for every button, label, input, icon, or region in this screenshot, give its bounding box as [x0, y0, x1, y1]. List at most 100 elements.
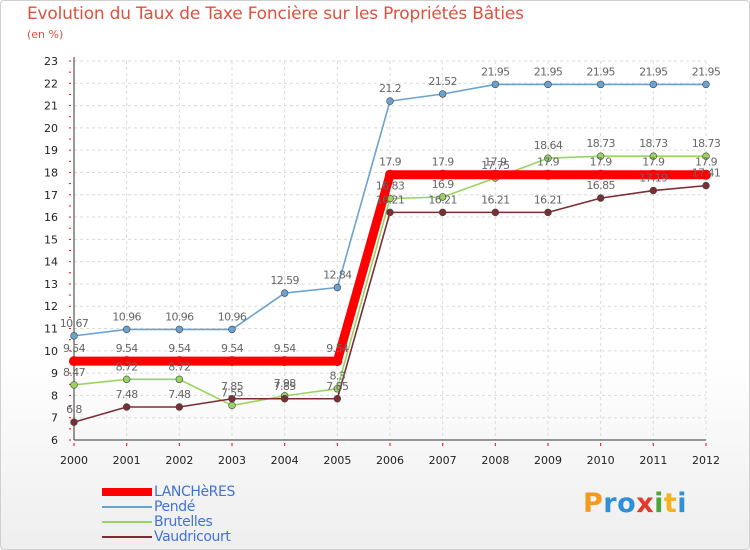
data-point-lanche-res: [648, 169, 659, 180]
x-tick-label: 2002: [165, 454, 193, 467]
data-label-pende-: 12.84: [323, 269, 352, 282]
data-point-brutelles: [228, 401, 236, 410]
x-tick-label: 2005: [323, 454, 351, 467]
legend-swatch: [102, 536, 152, 538]
data-point-lanche-res: [437, 169, 448, 180]
data-label-vaudricourt: 16.21: [534, 193, 563, 206]
legend-label: LANCHèRES: [154, 484, 235, 500]
data-point-lanche-res: [701, 169, 711, 180]
data-label-vaudricourt: 16.85: [586, 179, 615, 192]
x-tick-label: 2012: [692, 454, 720, 467]
data-label-lanche-res: 17.9: [537, 156, 560, 169]
data-label-vaudricourt: 7.48: [116, 388, 139, 401]
data-label-vaudricourt: 7.85: [326, 380, 349, 393]
data-point-pende-: [333, 283, 342, 292]
data-point-vaudricourt: [70, 418, 78, 426]
data-point-vaudricourt: [544, 208, 552, 217]
x-tick-label: 2004: [271, 454, 299, 467]
data-point-brutelles: [438, 193, 447, 201]
data-label-lanche-res: 17.9: [642, 156, 665, 169]
logo-letter: P: [583, 488, 604, 519]
data-label-lanche-res: 9.54: [274, 342, 297, 355]
data-label-pende-: 12.59: [270, 274, 299, 287]
data-label-brutelles: 16.9: [432, 178, 455, 191]
data-point-vaudricourt: [122, 403, 131, 411]
data-label-pende-: 21.2: [379, 82, 401, 95]
data-label-lanche-res: 17.9: [590, 156, 613, 169]
y-tick-label: 13: [44, 278, 58, 291]
data-label-vaudricourt: 16.21: [481, 193, 510, 206]
legend-swatch: [102, 506, 152, 508]
data-label-lanche-res: 9.54: [168, 342, 191, 355]
y-tick-label: 14: [44, 256, 58, 269]
data-label-pende-: 10.67: [60, 317, 89, 330]
legend-label: Pendé: [154, 499, 195, 515]
data-point-lanche-res: [332, 356, 343, 367]
chart-unit-label: (en %): [27, 28, 64, 41]
data-point-brutelles: [649, 152, 658, 160]
y-tick-label: 18: [44, 166, 58, 179]
data-label-brutelles: 8.72: [116, 360, 138, 373]
data-label-vaudricourt: 7.85: [274, 380, 297, 393]
data-point-pende-: [649, 80, 658, 89]
y-tick-label: 23: [44, 55, 58, 68]
y-tick-label: 11: [44, 323, 58, 336]
data-label-vaudricourt: 17.19: [639, 172, 668, 185]
y-tick-label: 8: [51, 389, 58, 402]
y-tick-label: 16: [44, 211, 58, 224]
data-point-pende-: [702, 80, 710, 89]
data-label-brutelles: 16.83: [376, 180, 405, 193]
data-label-vaudricourt: 16.21: [376, 193, 405, 206]
proxiti-logo: Proxiti: [583, 488, 687, 519]
data-point-lanche-res: [543, 169, 553, 180]
data-point-lanche-res: [227, 356, 237, 367]
data-point-lanche-res: [69, 356, 79, 367]
data-point-brutelles: [596, 152, 605, 160]
data-label-brutelles: 18.73: [692, 137, 721, 150]
data-point-vaudricourt: [175, 403, 184, 411]
data-point-lanche-res: [490, 169, 501, 180]
data-label-pende-: 21.95: [534, 65, 563, 78]
data-point-pende-: [122, 325, 131, 334]
x-tick-label: 2006: [376, 454, 404, 467]
data-label-brutelles: 7.55: [221, 386, 244, 399]
y-tick-label: 19: [44, 144, 58, 157]
x-tick-label: 2009: [534, 454, 562, 467]
data-point-vaudricourt: [280, 395, 289, 403]
logo-letter: o: [617, 488, 637, 519]
data-point-brutelles: [702, 152, 710, 160]
logo-letter: r: [603, 488, 618, 519]
data-label-brutelles: 8.72: [168, 360, 190, 373]
legend-swatch: [102, 521, 152, 523]
x-tick-label: 2010: [587, 454, 615, 467]
data-label-pende-: 21.95: [692, 65, 721, 78]
data-label-brutelles: 18.73: [586, 137, 615, 150]
data-label-brutelles: 7.98: [274, 377, 297, 390]
data-point-vaudricourt: [649, 186, 658, 195]
data-label-lanche-res: 17.9: [379, 156, 402, 169]
y-tick-label: 9: [51, 367, 58, 380]
data-label-pende-: 10.96: [165, 310, 194, 323]
y-tick-label: 6: [51, 434, 58, 447]
data-label-pende-: 21.95: [481, 65, 510, 78]
logo-letter: x: [636, 488, 655, 519]
data-point-pende-: [386, 97, 394, 105]
data-label-vaudricourt: 7.48: [168, 388, 191, 401]
logo-letter: t: [663, 488, 678, 519]
data-point-brutelles: [70, 381, 78, 389]
y-tick-label: 20: [44, 122, 58, 135]
chart-title: Evolution du Taux de Taxe Foncière sur l…: [27, 4, 524, 24]
data-label-pende-: 10.96: [112, 310, 141, 323]
data-label-brutelles: 18.64: [534, 139, 563, 152]
x-tick-label: 2000: [60, 454, 88, 467]
data-point-lanche-res: [595, 169, 606, 180]
legend-label: Brutelles: [154, 514, 213, 530]
data-point-pende-: [491, 80, 500, 89]
data-point-pende-: [175, 325, 184, 334]
data-label-lanche-res: 17.9: [695, 156, 718, 169]
data-label-brutelles: 8.47: [63, 366, 86, 379]
data-label-pende-: 21.95: [639, 65, 668, 78]
data-point-lanche-res: [385, 169, 395, 180]
data-point-brutelles: [544, 154, 552, 162]
